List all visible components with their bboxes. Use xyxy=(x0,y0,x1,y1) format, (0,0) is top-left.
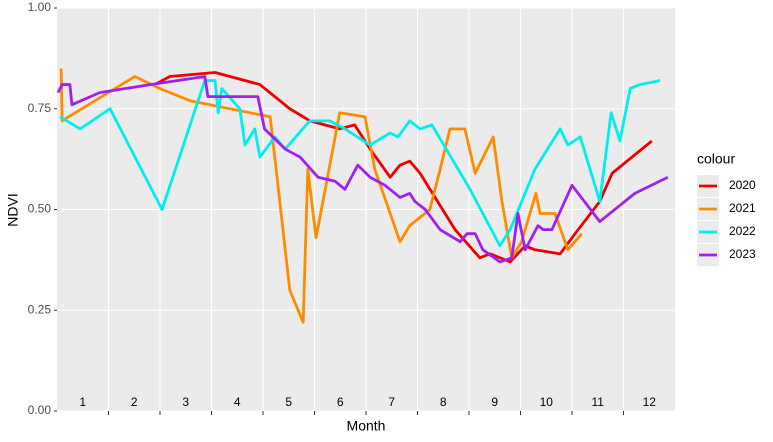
x-tick-label: 11 xyxy=(592,395,605,409)
x-tick-label: 12 xyxy=(643,395,657,409)
x-tick-label: 6 xyxy=(337,395,344,409)
legend-label: 2021 xyxy=(729,201,756,215)
x-tick-label: 1 xyxy=(79,395,86,409)
y-tick-label: 0.00 xyxy=(28,403,52,417)
legend-title: colour xyxy=(697,151,735,167)
y-tick-label: 0.50 xyxy=(28,202,52,216)
y-tick-label: 0.25 xyxy=(28,302,52,316)
legend-label: 2020 xyxy=(729,178,756,192)
x-axis-title: Month xyxy=(347,418,386,434)
y-tick-label: 0.75 xyxy=(28,101,52,115)
series-line xyxy=(59,68,583,324)
legend-label: 2022 xyxy=(729,224,756,238)
y-axis-title: NDVI xyxy=(5,193,21,226)
x-tick-label: 3 xyxy=(182,395,189,409)
x-tick-label: 5 xyxy=(285,395,292,409)
x-tick-label: 7 xyxy=(388,395,395,409)
series-line xyxy=(56,75,669,264)
x-tick-label: 2 xyxy=(131,395,138,409)
series-line xyxy=(154,71,653,264)
x-tick-label: 8 xyxy=(440,395,447,409)
series-line xyxy=(59,79,661,248)
x-tick-label: 9 xyxy=(491,395,498,409)
x-tick-label: 10 xyxy=(540,395,554,409)
y-tick-label: 1.00 xyxy=(28,0,52,14)
x-tick-label: 4 xyxy=(234,395,241,409)
legend-label: 2023 xyxy=(729,247,756,261)
